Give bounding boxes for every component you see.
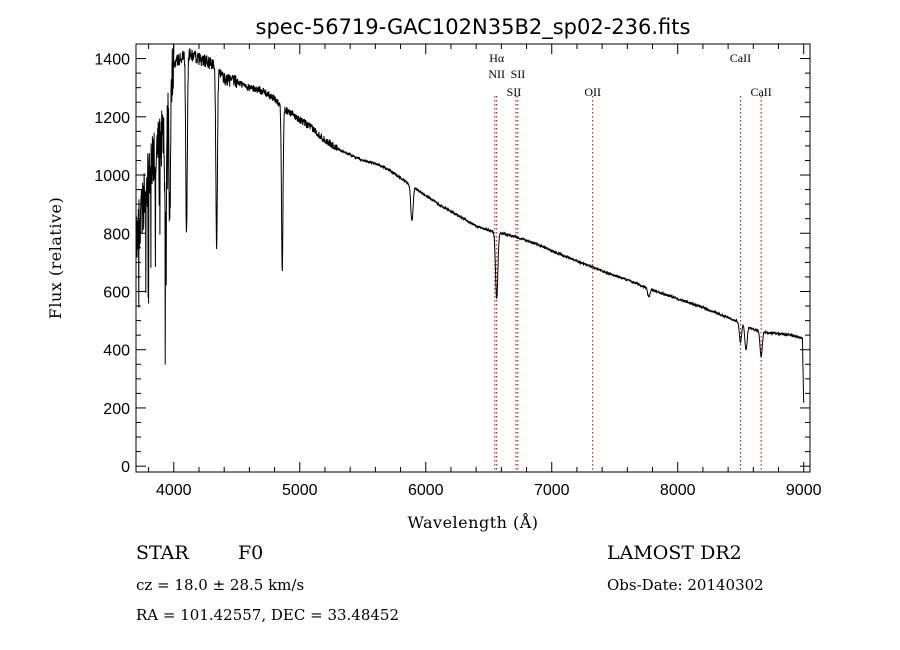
y-tick-label: 1000 [94, 168, 130, 185]
obs-date: Obs-Date: 20140302 [607, 576, 764, 594]
x-tick-label: 5000 [282, 482, 318, 499]
spectrum-line [135, 43, 805, 403]
object-subclass: F0 [238, 542, 263, 564]
line-marker-label: NII [488, 67, 505, 81]
y-axis: 0 200 400 600 800 1000 1200 1400 [94, 52, 810, 476]
redshift-cz: cz = 18.0 ± 28.5 km/s [136, 576, 304, 594]
x-axis-title: Wavelength (Å) [407, 512, 538, 532]
line-marker-label: OII [584, 85, 601, 99]
y-tick-label: 1200 [94, 110, 130, 127]
survey-name: LAMOST DR2 [607, 542, 742, 564]
object-class: STAR [136, 542, 189, 564]
x-tick-label: 4000 [156, 482, 192, 499]
line-marker-label: SII [511, 67, 526, 81]
x-tick-label: 9000 [786, 482, 822, 499]
y-axis-title: Flux (relative) [46, 197, 65, 319]
plot-frame [135, 43, 811, 473]
chart-title: spec-56719-GAC102N35B2_sp02-236.fits [256, 15, 691, 40]
y-tick-label: 600 [103, 284, 130, 301]
y-tick-label: 1400 [94, 52, 130, 69]
y-tick-label: 0 [121, 459, 130, 476]
coordinates: RA = 101.42557, DEC = 33.48452 [136, 606, 399, 624]
y-tick-label: 400 [103, 343, 130, 360]
line-marker-label: CaII [730, 51, 751, 65]
line-marker-label: SII [507, 85, 522, 99]
y-tick-label: 200 [103, 401, 130, 418]
line-marker-label: Hα [489, 51, 505, 65]
x-axis: 4000 5000 6000 7000 8000 9000 [148, 44, 822, 499]
line-marker-label: CaII [750, 85, 771, 99]
x-tick-label: 8000 [660, 482, 696, 499]
x-tick-label: 7000 [534, 482, 570, 499]
x-tick-label: 6000 [408, 482, 444, 499]
y-tick-label: 800 [103, 226, 130, 243]
